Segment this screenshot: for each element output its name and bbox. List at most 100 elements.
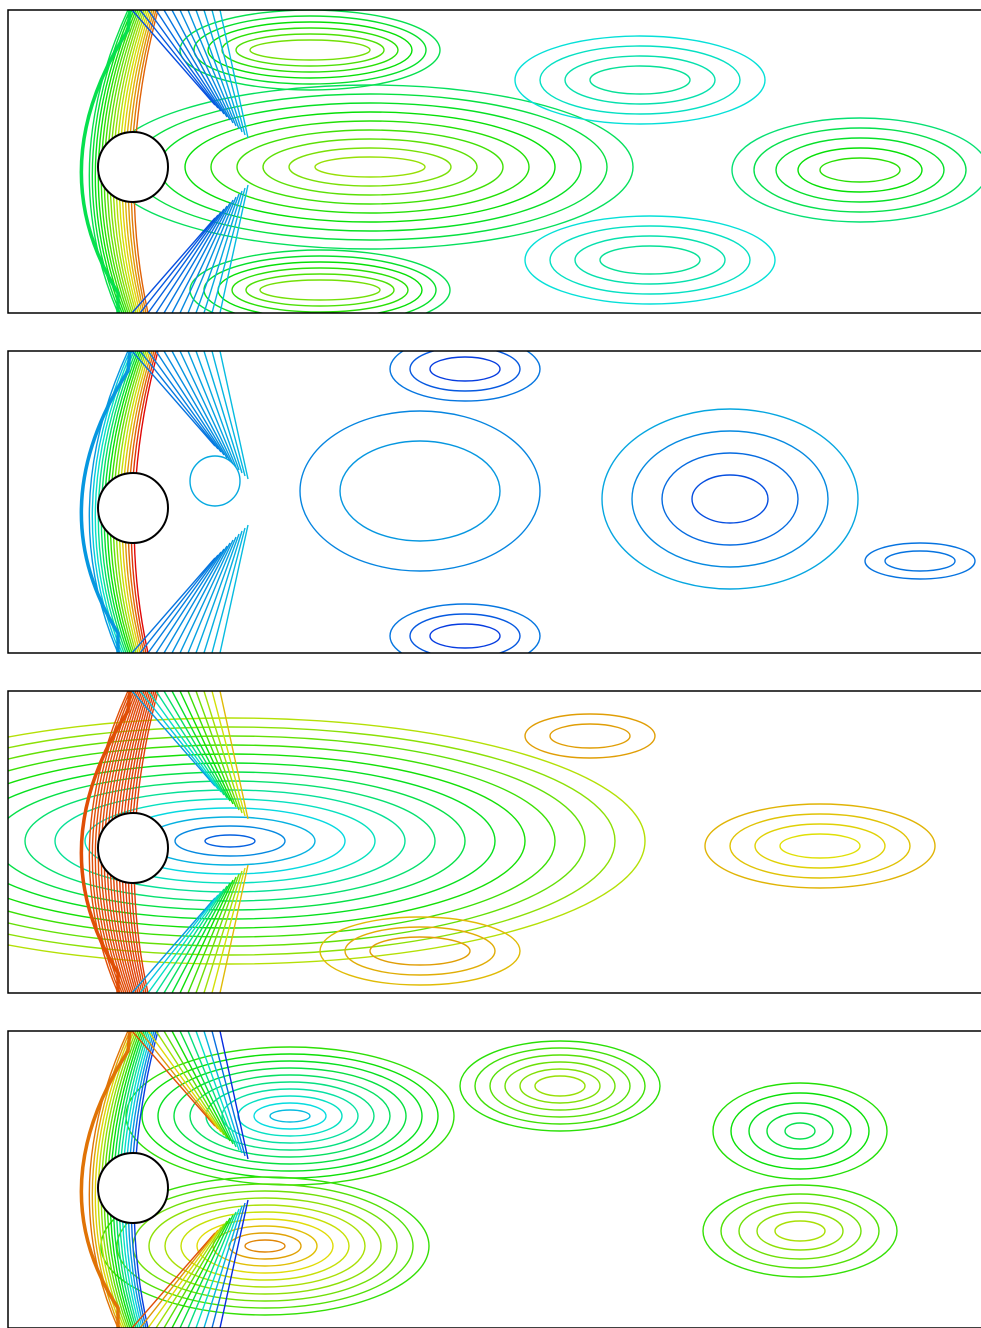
contour-line	[155, 888, 225, 993]
contour-line	[207, 21, 413, 79]
contour-line	[171, 202, 231, 313]
contour-line	[549, 225, 751, 295]
contour-line	[155, 691, 225, 796]
contour-line	[179, 199, 234, 313]
contour-line	[203, 530, 243, 653]
contour-line	[244, 1239, 286, 1253]
contour-line	[519, 1068, 601, 1104]
contour-line	[8, 735, 586, 947]
contour-line	[141, 1053, 439, 1179]
contour-line	[219, 184, 249, 313]
contour-line	[253, 1102, 327, 1130]
contour-line	[187, 876, 237, 993]
contour-line	[147, 551, 222, 653]
contour-line	[204, 834, 256, 848]
contour-line	[195, 533, 240, 653]
contour-line	[219, 691, 249, 820]
contour-line	[173, 1067, 407, 1165]
contour-line	[259, 279, 381, 301]
contour-line	[219, 524, 249, 653]
contour-line	[704, 803, 936, 889]
contour-line	[132, 1190, 398, 1302]
contour-line	[219, 864, 249, 993]
contour-line	[147, 1226, 222, 1328]
contour-line	[139, 1031, 219, 1130]
contour-line	[729, 813, 911, 879]
contour-line	[819, 157, 901, 183]
contour-line	[775, 137, 945, 203]
contour-line	[774, 1220, 826, 1242]
contour-line	[155, 548, 225, 653]
contour-line	[211, 187, 246, 313]
contour-line	[195, 691, 240, 811]
contour-line	[189, 455, 241, 507]
contour-line	[88, 691, 129, 993]
contour-line	[784, 1122, 816, 1140]
contour-line	[797, 147, 923, 193]
contour-line	[155, 1031, 225, 1136]
contour-line	[8, 753, 526, 929]
contour-line	[203, 1031, 243, 1154]
contour-line	[203, 1205, 243, 1328]
contour-line	[187, 1211, 237, 1328]
contour-line	[88, 351, 129, 653]
contour-line	[196, 1218, 334, 1274]
bow-shock	[79, 1031, 132, 1328]
contour-line	[171, 1217, 231, 1328]
contour-line	[549, 723, 631, 749]
contour-line	[599, 245, 701, 275]
contour-line	[131, 897, 216, 993]
bow-shock	[79, 351, 132, 653]
contour-line	[147, 211, 222, 313]
contour-line	[245, 273, 395, 307]
contour-line	[504, 1061, 616, 1111]
contour-line	[139, 554, 219, 653]
contour-line	[8, 717, 646, 965]
contour-line	[203, 351, 243, 474]
contour-line	[88, 10, 129, 313]
contour-line	[163, 691, 228, 799]
contour-line	[195, 193, 240, 313]
contour-line	[179, 539, 234, 653]
contour-line	[195, 1031, 240, 1151]
contour-line	[217, 261, 423, 313]
contour-line	[195, 1208, 240, 1328]
contour-line	[738, 1202, 862, 1260]
contour-line	[88, 1031, 129, 1328]
contour-line	[139, 894, 219, 993]
contour-line	[219, 10, 249, 139]
contour-line	[702, 1184, 898, 1278]
contour-line	[319, 916, 521, 986]
contour-line	[601, 408, 859, 590]
contour-line	[539, 45, 741, 115]
contour-line	[163, 351, 228, 459]
contour-line	[163, 205, 228, 313]
contour-line	[171, 691, 231, 802]
contour-line	[139, 691, 219, 790]
contour-line	[179, 351, 234, 465]
contour-line	[631, 430, 829, 568]
contour-line	[147, 10, 222, 112]
contour-line	[8, 762, 496, 920]
contour-line	[139, 10, 219, 109]
contour-plot	[79, 1031, 898, 1328]
contour-line	[339, 440, 501, 542]
cylinder	[97, 1152, 169, 1224]
contour-line	[779, 833, 861, 859]
contour-line	[171, 882, 231, 993]
contour-line	[589, 65, 691, 95]
contour-line	[211, 867, 246, 993]
contour-line	[180, 1211, 350, 1281]
contour-line	[730, 1092, 870, 1170]
contour-line	[210, 120, 530, 214]
contour-line	[187, 10, 237, 127]
contour-line	[163, 545, 228, 653]
contour-line	[132, 93, 608, 241]
contour-line	[179, 1214, 234, 1328]
contour-line	[314, 156, 426, 178]
contour-line	[8, 726, 616, 956]
contour-line	[147, 891, 222, 993]
contour-line	[163, 885, 228, 993]
contour-line	[179, 691, 234, 805]
